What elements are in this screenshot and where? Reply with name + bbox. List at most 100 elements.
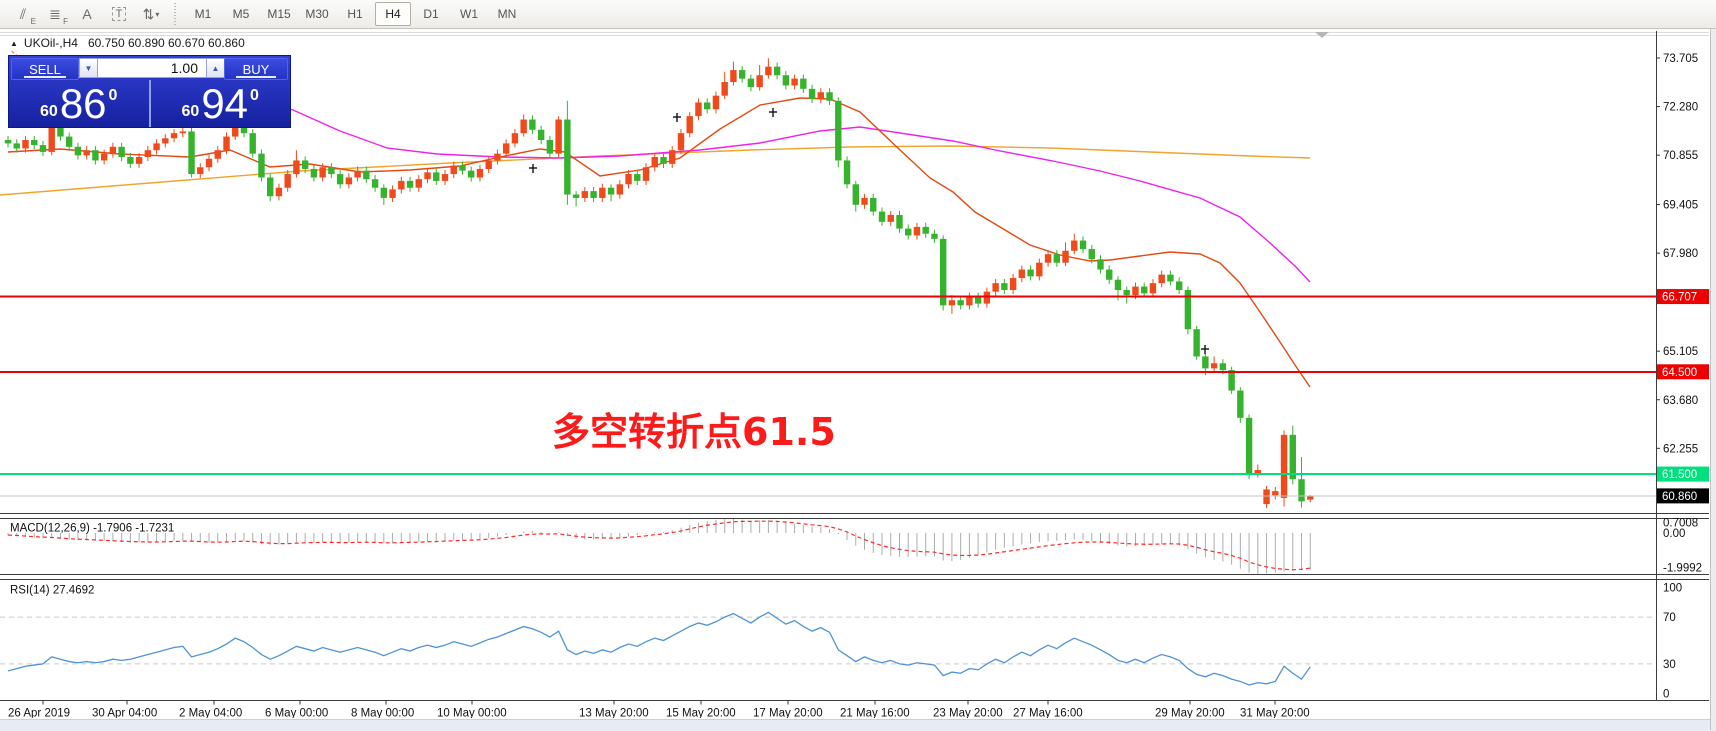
buy-price-small: 60: [181, 103, 200, 120]
timeframe-button-m1[interactable]: M1: [194, 7, 212, 21]
volume-increase-button[interactable]: ▲: [206, 58, 225, 78]
buy-price-big: 94: [201, 80, 249, 128]
ma-slow-orange: [0, 145, 1311, 196]
rsi-axis-label: 100: [1663, 583, 1682, 595]
time-tick-label: 6 May 00:00: [265, 708, 328, 719]
time-tick-label: 21 May 16:00: [840, 708, 910, 719]
rsi-axis-label: 30: [1663, 659, 1676, 671]
time-axis: 26 Apr 2019 30 Apr 04:00 2 May 04:00 6 May …: [8, 700, 1310, 719]
trade-panel-header: SELL ▼ 1.00 ▲ BUY: [9, 56, 290, 80]
timeframe-button-d1[interactable]: D1: [423, 7, 439, 21]
top-toolbar: ⫽ E ≣ F A T ⇅ ▾ M1 M5 M15 M30 H1 H4 D1 W1 MN: [0, 0, 1716, 29]
one-click-trade-panel: SELL ▼ 1.00 ▲ BUY 60 86 0 60 94 0: [8, 55, 291, 128]
main-price-pane: [0, 58, 1314, 509]
price-tick-label: 72.280: [1663, 102, 1698, 114]
label-tool-icon[interactable]: T: [104, 2, 134, 26]
chart-window[interactable]: 73.705 72.280 70.855 69.405 67.980 65.105 63.6…: [0, 29, 1716, 718]
buy-price-button[interactable]: 60 94 0: [151, 80, 291, 127]
buy-button-label: BUY: [242, 61, 270, 77]
shapes-tool-icon[interactable]: ⇅ ▾: [136, 2, 166, 26]
rsi-pane: [0, 611, 1656, 686]
timeframe-button-m5[interactable]: M5: [232, 7, 250, 21]
text-tool-icon[interactable]: A: [72, 2, 102, 26]
macd-signal-line: [7, 520, 1311, 571]
price-badge-label: 60.860: [1662, 491, 1697, 503]
volume-input[interactable]: 1.00: [98, 58, 206, 78]
time-tick-label: 17 May 20:00: [753, 708, 823, 719]
timeframe-buttons: M1 M5 M15 M30 H1 H4 D1 W1 MN: [184, 2, 526, 26]
time-tick-label: 29 May 20:00: [1155, 708, 1225, 719]
buy-price-sup: 0: [250, 87, 259, 104]
price-badge: [1657, 289, 1709, 305]
ma-mid-magenta: [239, 95, 1311, 283]
price-chart-canvas[interactable]: 73.705 72.280 70.855 69.405 67.980 65.105 63.6…: [0, 29, 1716, 718]
timeframe-button-m15[interactable]: M15: [267, 7, 291, 21]
volume-stepper: ▼ 1.00 ▲: [79, 58, 225, 78]
rsi-label: RSI(14) 27.4692: [10, 585, 94, 597]
price-axis: 73.705 72.280 70.855 69.405 67.980 65.105 63.6…: [1656, 53, 1709, 504]
time-tick-label: 10 May 00:00: [437, 708, 507, 719]
volume-decrease-button[interactable]: ▼: [79, 58, 98, 78]
equidistant-channel-icon[interactable]: ⫽ E: [8, 2, 38, 27]
timeframe-button-w1[interactable]: W1: [460, 7, 478, 21]
fibonacci-icon[interactable]: ≣ F: [40, 2, 70, 27]
sell-button[interactable]: SELL: [11, 58, 79, 80]
equidistant-channel-glyph: ⫽: [19, 5, 27, 22]
macd-axis-zero: 0.00: [1663, 528, 1685, 540]
trade-panel-prices: 60 86 0 60 94 0: [9, 80, 290, 127]
price-badge: [1657, 466, 1709, 482]
ohlc-values: 60.750 60.890 60.670 60.860: [87, 36, 245, 50]
time-tick-label: 8 May 00:00: [351, 708, 414, 719]
fibonacci-sub: F: [63, 17, 68, 26]
price-badge: [1657, 488, 1709, 504]
timeframe-button-h4[interactable]: H4: [375, 2, 411, 26]
chart-scroll-marker-icon[interactable]: [1315, 32, 1329, 38]
chevron-down-icon: ▾: [155, 9, 160, 19]
time-tick-label: 30 Apr 04:00: [92, 708, 157, 719]
symbol-period-label: UKOil-,H4: [23, 36, 78, 50]
chart-text-annotation: 多空转折点61.5: [552, 410, 836, 454]
rsi-axis-label: 70: [1663, 612, 1676, 624]
label-tool-glyph: T: [111, 7, 127, 21]
timeframe-button-mn[interactable]: MN: [497, 7, 517, 21]
equidistant-channel-sub: E: [30, 17, 36, 26]
macd-axis-max: 0.7008: [1663, 518, 1698, 530]
price-badge-label: 66.707: [1662, 292, 1697, 304]
price-tick-label: 63.680: [1663, 395, 1698, 407]
macd-pane: [7, 518, 1311, 574]
time-tick-label: 23 May 20:00: [933, 708, 1003, 719]
sell-price-big: 86: [59, 80, 107, 128]
rsi-line: [7, 611, 1311, 686]
sell-underline: [23, 76, 67, 78]
time-tick-label: 2 May 04:00: [179, 708, 242, 719]
status-strip: [0, 719, 1716, 731]
collapse-arrow-icon[interactable]: ▲: [10, 39, 18, 48]
time-tick-label: 31 May 20:00: [1240, 708, 1310, 719]
fibonacci-glyph: ≣: [49, 5, 61, 22]
rsi-axis-label: 0: [1663, 689, 1669, 701]
time-tick-label: 26 Apr 2019: [8, 708, 70, 719]
price-badge-label: 64.500: [1662, 367, 1697, 379]
chart-title: ▲ UKOil-,H4 60.750 60.890 60.670 60.860: [10, 36, 245, 50]
timeframe-button-m30[interactable]: M30: [305, 7, 329, 21]
candles-layer: [4, 58, 1314, 509]
timeframe-button-h1[interactable]: H1: [347, 7, 363, 21]
text-tool-glyph: A: [82, 6, 92, 22]
price-badge-label: 61.500: [1662, 469, 1697, 481]
time-tick-label: 13 May 20:00: [579, 708, 649, 719]
ma-fast-red: [7, 97, 1311, 388]
buy-underline: [236, 76, 276, 78]
price-tick-label: 62.255: [1663, 443, 1698, 455]
buy-button[interactable]: BUY: [224, 58, 288, 80]
shapes-tool-glyph: ⇅: [142, 5, 155, 22]
sell-price-small: 60: [40, 103, 58, 120]
sell-price-sup: 0: [108, 87, 118, 104]
sell-price-button[interactable]: 60 86 0: [9, 80, 151, 127]
price-badge: [1657, 364, 1709, 380]
time-tick-label: 15 May 20:00: [666, 708, 736, 719]
price-tick-label: 65.105: [1663, 346, 1698, 358]
macd-axis-min: -1.9992: [1663, 563, 1702, 575]
sell-button-label: SELL: [29, 61, 61, 77]
price-tick-label: 73.705: [1663, 53, 1698, 65]
time-tick-label: 27 May 16:00: [1013, 708, 1083, 719]
